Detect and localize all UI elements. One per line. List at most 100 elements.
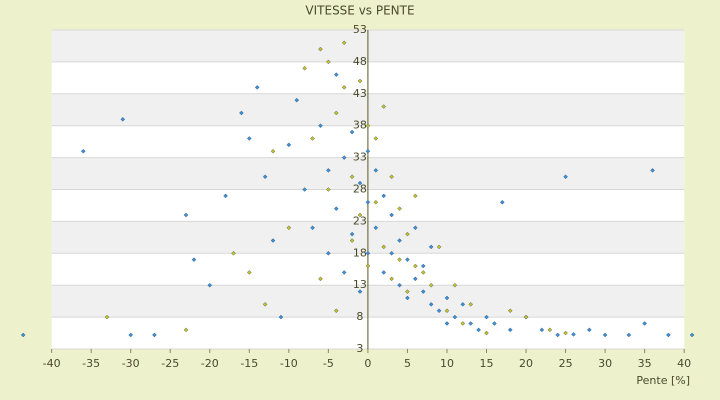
- point: [349, 129, 355, 135]
- point: [365, 199, 371, 205]
- point: [373, 136, 379, 141]
- point: [602, 332, 608, 338]
- point: [500, 199, 505, 205]
- point: [405, 295, 410, 301]
- point: [460, 321, 466, 326]
- point: [318, 276, 323, 282]
- point: [413, 225, 418, 231]
- point: [405, 231, 410, 237]
- point: [333, 110, 339, 116]
- point: [254, 85, 260, 90]
- y-tick-label: 18: [353, 246, 367, 259]
- point: [460, 302, 466, 307]
- x-tick-label: 25: [559, 357, 573, 370]
- x-tick-label: -35: [82, 357, 100, 370]
- point: [587, 327, 592, 333]
- point: [357, 78, 363, 84]
- point: [507, 327, 513, 333]
- y-tick-label: 28: [353, 183, 367, 196]
- point: [231, 251, 236, 256]
- point: [128, 332, 133, 338]
- point: [302, 65, 307, 71]
- point: [452, 314, 458, 320]
- point: [318, 46, 323, 52]
- point: [468, 302, 473, 307]
- point: [365, 263, 371, 269]
- x-axis-label: Pente [%]: [636, 374, 690, 387]
- point: [381, 244, 387, 250]
- point: [223, 193, 228, 199]
- point: [373, 199, 379, 205]
- point: [286, 225, 292, 231]
- point: [650, 168, 655, 173]
- point: [563, 174, 568, 180]
- point: [357, 212, 363, 218]
- point: [428, 282, 434, 288]
- point: [333, 308, 339, 314]
- point: [397, 257, 402, 262]
- point: [397, 206, 402, 211]
- point: [476, 327, 481, 333]
- point: [484, 314, 489, 320]
- point: [262, 174, 268, 180]
- y-tick-label: 48: [353, 55, 367, 68]
- y-tick-label: 8: [356, 310, 363, 323]
- point: [405, 257, 410, 262]
- point: [420, 270, 426, 275]
- point: [365, 251, 371, 256]
- point: [563, 330, 568, 336]
- y-tick-label: 43: [353, 87, 367, 100]
- y-tick-label: 38: [353, 119, 367, 132]
- x-tick-label: 10: [440, 357, 454, 370]
- point: [428, 302, 434, 307]
- point: [428, 244, 434, 250]
- point: [405, 289, 410, 294]
- point: [436, 244, 442, 250]
- point: [666, 332, 671, 338]
- point: [239, 110, 244, 116]
- point: [357, 180, 363, 186]
- x-tick-label: 0: [364, 357, 371, 370]
- point: [452, 282, 458, 288]
- y-tick-label: 13: [353, 278, 367, 291]
- point: [104, 314, 110, 320]
- point: [365, 148, 371, 154]
- point: [365, 123, 371, 128]
- point: [389, 251, 394, 256]
- point: [444, 321, 450, 326]
- x-tick-label: -5: [323, 357, 334, 370]
- point: [397, 238, 402, 243]
- point: [492, 321, 497, 326]
- x-tick-label: 15: [480, 357, 494, 370]
- point: [270, 238, 276, 243]
- point: [80, 148, 86, 154]
- point: [539, 327, 545, 333]
- y-tick-label: 33: [353, 151, 367, 164]
- point: [302, 187, 307, 192]
- point: [20, 332, 26, 338]
- point: [381, 193, 387, 199]
- point: [120, 117, 126, 122]
- point: [152, 332, 157, 338]
- point: [270, 148, 276, 154]
- point: [183, 327, 189, 333]
- point: [389, 276, 394, 282]
- point: [247, 136, 252, 141]
- chart-title: VITESSE vs PENTE: [305, 4, 414, 18]
- point: [397, 282, 402, 288]
- point: [381, 104, 387, 109]
- x-tick-label: -15: [240, 357, 258, 370]
- point: [341, 85, 347, 90]
- point: [294, 97, 300, 103]
- x-tick-label: -40: [43, 357, 61, 370]
- point: [389, 174, 394, 180]
- x-tick-label: 30: [598, 357, 612, 370]
- point: [507, 308, 513, 314]
- point: [413, 263, 418, 269]
- point: [333, 72, 339, 77]
- point: [420, 289, 426, 294]
- point: [318, 123, 323, 128]
- point: [373, 225, 379, 231]
- point: [555, 332, 560, 338]
